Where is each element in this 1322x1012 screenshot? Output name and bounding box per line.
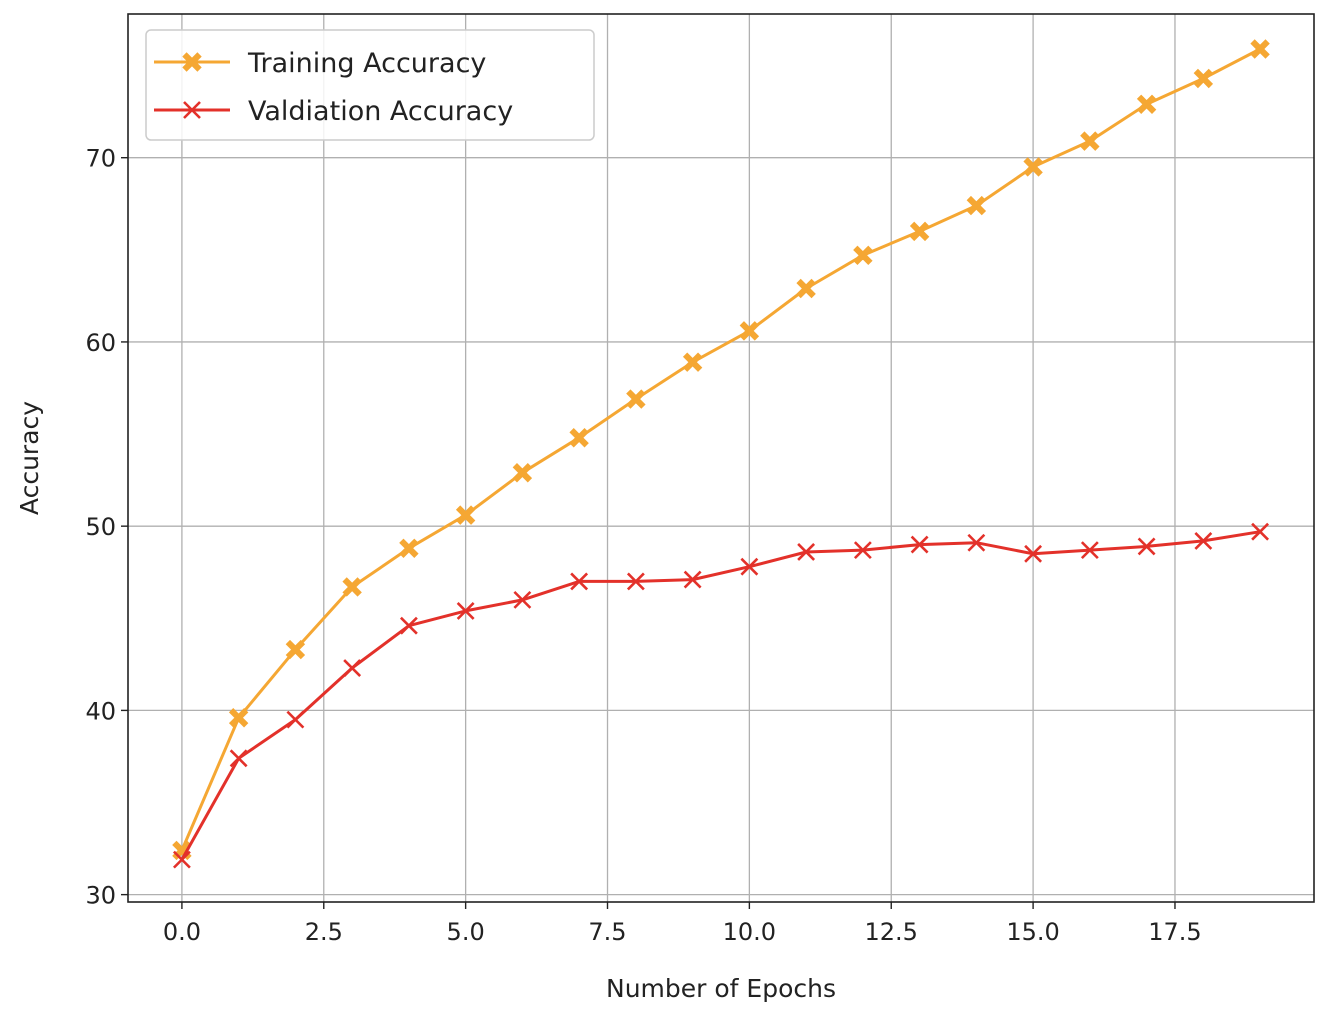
x-tick-label: 15.0: [1006, 918, 1059, 946]
data-point: [740, 557, 759, 576]
data-point: [228, 708, 249, 728]
data-point: [682, 352, 703, 372]
data-point: [796, 278, 816, 299]
data-point: [626, 572, 645, 591]
data-point: [569, 428, 589, 448]
y-tick-label: 60: [85, 329, 116, 357]
legend-marker: [182, 52, 202, 72]
data-point: [229, 749, 248, 768]
x-tick-label: 2.5: [305, 918, 343, 946]
data-point: [797, 543, 816, 561]
data-point: [399, 616, 418, 635]
x-tick-label: 0.0: [163, 918, 201, 946]
legend: Training Accuracy Valdiation Accuracy: [145, 29, 595, 141]
data-point: [1137, 537, 1156, 556]
data-point: [513, 590, 532, 609]
data-point: [909, 221, 930, 242]
legend-entry: Training Accuracy: [154, 48, 486, 79]
data-point: [1080, 131, 1100, 151]
series-training-accuracy: [172, 39, 1270, 861]
data-point: [285, 639, 306, 660]
series-line: [180, 47, 1261, 851]
data-point: [967, 533, 986, 552]
data-point: [456, 601, 475, 620]
data-point: [1193, 68, 1214, 89]
data-point: [286, 710, 305, 729]
x-tick-label: 5.0: [447, 918, 485, 946]
y-tick-label: 70: [85, 145, 116, 173]
data-point: [1250, 39, 1270, 59]
series-line: [180, 530, 1261, 861]
x-tick-label: 12.5: [865, 918, 918, 946]
data-point: [342, 577, 362, 597]
x-tick-label: 7.5: [588, 918, 626, 946]
data-point: [1080, 541, 1099, 560]
y-axis-label: Accuracy: [15, 401, 44, 515]
series-layer: [172, 39, 1270, 869]
data-point: [512, 463, 533, 483]
legend-box: [145, 29, 595, 141]
data-point: [172, 850, 191, 869]
data-point: [1251, 522, 1270, 541]
y-tick-label: 30: [85, 882, 116, 910]
x-tick-label: 10.0: [723, 918, 776, 946]
data-point: [455, 505, 476, 525]
data-point: [626, 389, 646, 409]
axis-ticks: 0.0 2.5 5.0 7.5 10.0 12.5 15.0 17.5 30 40 50 60 70: [85, 145, 1201, 946]
data-point: [1024, 544, 1043, 563]
data-point: [853, 541, 872, 560]
y-tick-label: 40: [85, 697, 116, 725]
data-point: [399, 538, 419, 558]
data-point: [343, 659, 362, 677]
x-tick-label: 17.5: [1148, 918, 1201, 946]
y-tick-label: 50: [85, 513, 116, 541]
data-point: [570, 572, 589, 591]
legend-entry: Valdiation Accuracy: [154, 96, 513, 127]
data-point: [739, 321, 760, 341]
legend-label: Valdiation Accuracy: [248, 96, 513, 127]
data-point: [683, 570, 702, 589]
series-validation-accuracy: [172, 522, 1270, 869]
data-point: [853, 245, 873, 266]
legend-marker: [183, 101, 201, 119]
x-axis-label: Number of Epochs: [606, 974, 836, 1003]
data-point: [1136, 94, 1157, 114]
grid-lines: [128, 14, 1314, 902]
legend-label: Training Accuracy: [247, 48, 486, 79]
data-point: [1194, 531, 1213, 550]
data-point: [910, 535, 929, 554]
data-point: [1023, 157, 1043, 177]
data-point: [966, 195, 987, 216]
plot-area-frame: [127, 13, 1315, 903]
